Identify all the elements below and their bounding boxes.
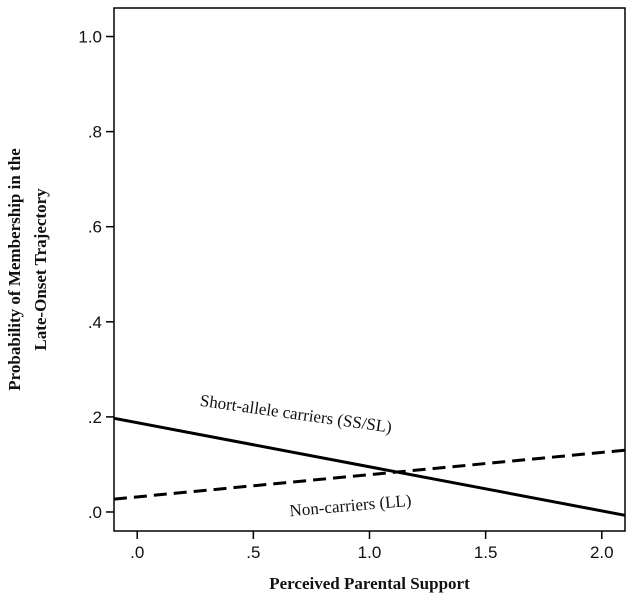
y-tick-label: .4 [88,313,102,332]
annotation-short-allele-carriers: Short-allele carriers (SS/SL) [199,391,393,437]
y-tick-label: .0 [88,503,102,522]
x-tick-label: 2.0 [590,543,614,562]
x-tick-label: 1.0 [358,543,382,562]
series-group [113,416,626,517]
plot-frame [113,7,626,532]
y-tick-label: 1.0 [78,28,102,47]
x-tick-label: 1.5 [474,543,498,562]
y-tick-label: .2 [88,408,102,427]
y-tick-label: .6 [88,218,102,237]
y-axis-title-line: Probability of Membership in the [5,148,24,391]
y-tick-label: .8 [88,123,102,142]
annotation-non-carriers: Non-carriers (LL) [289,491,412,521]
y-axis-ticks: .0 .2 .4 .6 .8 1.0 [78,28,114,522]
series-line-short-allele-carriers [113,416,626,517]
y-axis-title-line: Late-Onset Trajectory [31,188,50,351]
x-axis-title: Perceived Parental Support [269,574,470,593]
y-axis-title: Probability of Membership in the Late-Ons… [5,148,50,391]
x-axis-ticks: .0 .5 1.0 1.5 2.0 [130,531,614,562]
series-line-non-carriers [113,448,626,501]
x-tick-label: .5 [246,543,260,562]
x-tick-label: .0 [130,543,144,562]
